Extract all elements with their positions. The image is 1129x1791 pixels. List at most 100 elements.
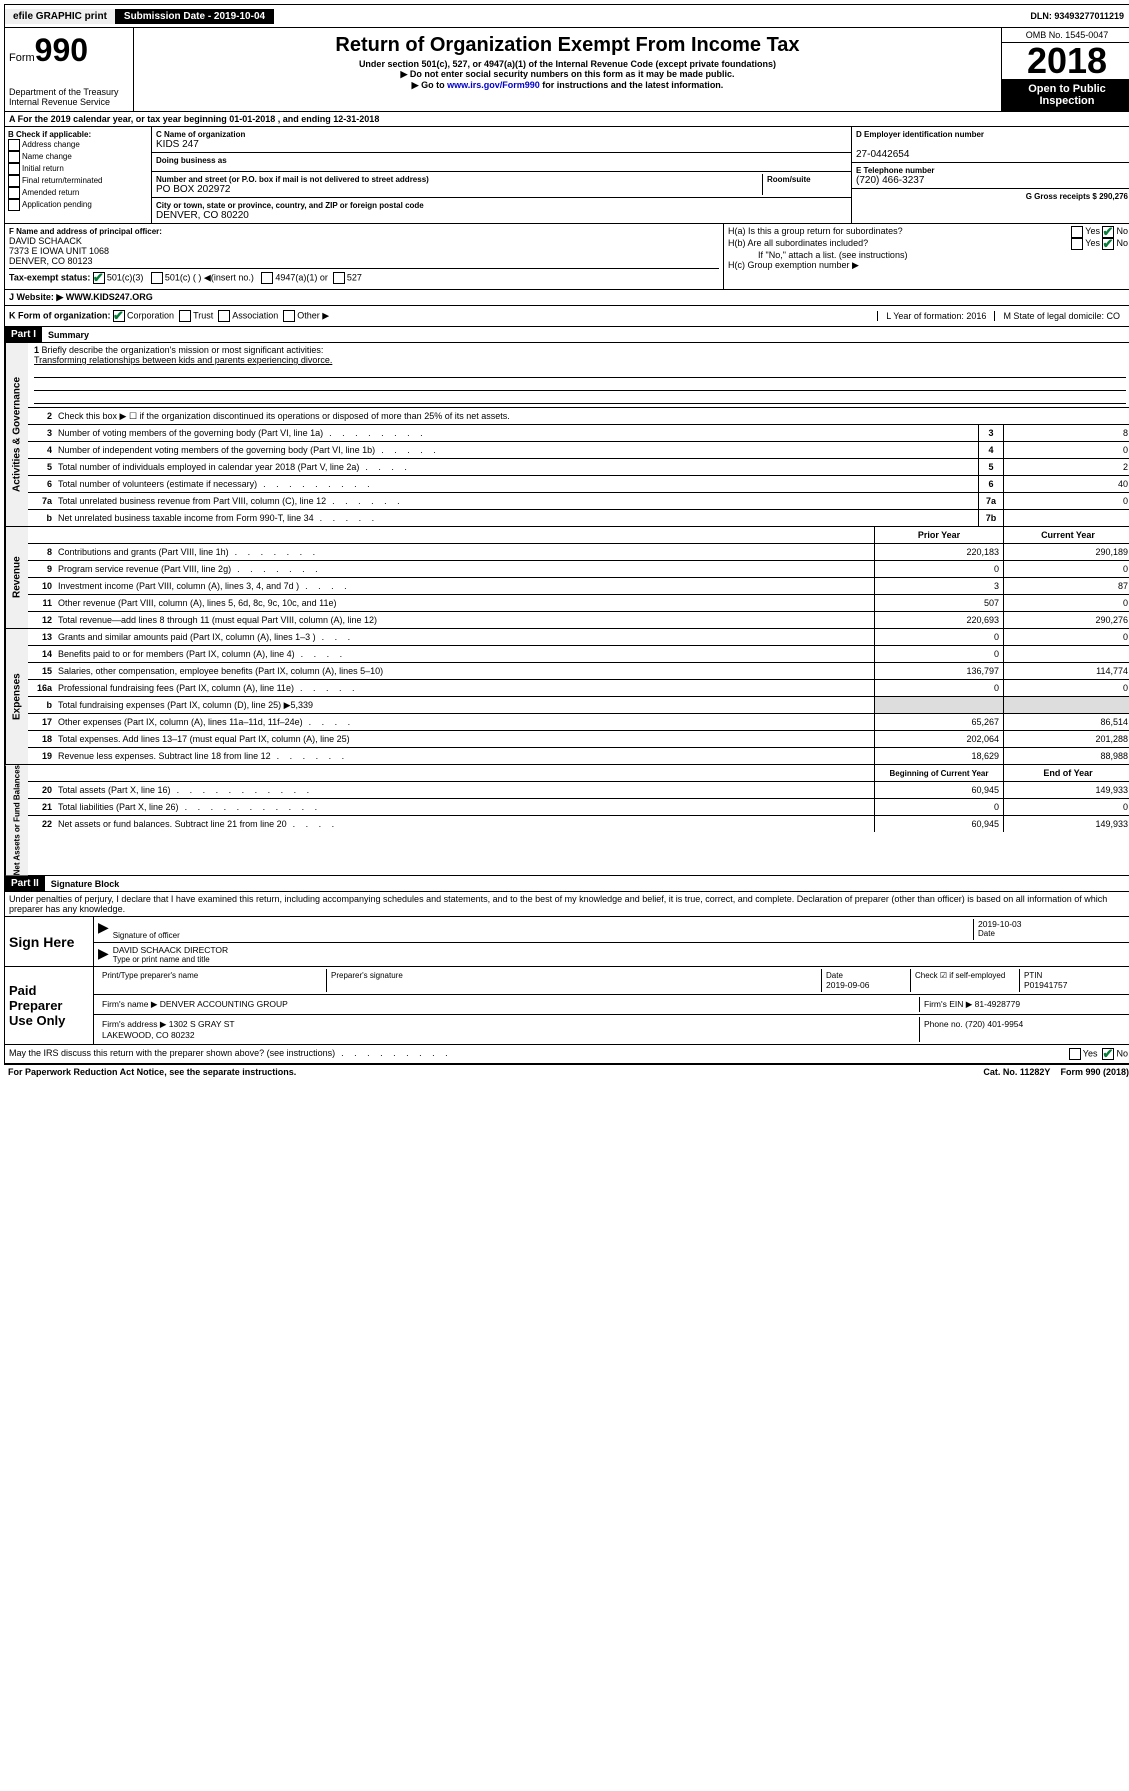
app-pending-check[interactable] [8, 199, 20, 211]
vtab-expenses: Expenses [5, 629, 28, 764]
l21-desc: Total liabilities (Part X, line 26) [58, 802, 179, 812]
subtitle-1: Under section 501(c), 527, or 4947(a)(1)… [138, 59, 997, 69]
hb-no[interactable] [1102, 238, 1114, 250]
4947-lbl: 4947(a)(1) or [275, 272, 328, 282]
l21-num: 21 [28, 802, 56, 812]
l4-box: 4 [978, 442, 1003, 458]
pra-notice: For Paperwork Reduction Act Notice, see … [8, 1067, 296, 1077]
officer-name: DAVID SCHAACK [9, 236, 82, 246]
website-val: WWW.KIDS247.ORG [66, 292, 153, 302]
l8-desc: Contributions and grants (Part VIII, lin… [58, 547, 229, 557]
l7b-desc: Net unrelated business taxable income fr… [58, 513, 314, 523]
corp-check[interactable] [113, 310, 125, 322]
l15-num: 15 [28, 666, 56, 676]
trust-check[interactable] [179, 310, 191, 322]
l3-val: 8 [1003, 425, 1129, 441]
addr-change-check[interactable] [8, 139, 20, 151]
box-de: D Employer identification number27-04426… [851, 127, 1129, 223]
l5-num: 5 [28, 462, 56, 472]
l9-num: 9 [28, 564, 56, 574]
l1-desc: Briefly describe the organization's miss… [42, 345, 324, 355]
initial-return-check[interactable] [8, 163, 20, 175]
501c-check[interactable] [151, 272, 163, 284]
name-change-check[interactable] [8, 151, 20, 163]
firm-phone-val: (720) 401-9954 [965, 1019, 1023, 1029]
l8-c: 290,189 [1003, 544, 1129, 560]
firm-ein-val: 81-4928779 [975, 999, 1020, 1009]
l9-desc: Program service revenue (Part VIII, line… [58, 564, 231, 574]
l6-desc: Total number of volunteers (estimate if … [58, 479, 257, 489]
l13-p: 0 [874, 629, 1003, 645]
ptin-val: P01941757 [1024, 980, 1124, 990]
l18-p: 202,064 [874, 731, 1003, 747]
submission-date: Submission Date - 2019-10-04 [116, 9, 274, 24]
l13-num: 13 [28, 632, 56, 642]
l10-num: 10 [28, 581, 56, 591]
l5-box: 5 [978, 459, 1003, 475]
entity-grid: B Check if applicable: Address change Na… [4, 127, 1129, 224]
501c3-check[interactable] [93, 272, 105, 284]
l8-p: 220,183 [874, 544, 1003, 560]
box-i: Tax-exempt status: 501(c)(3) 501(c) ( ) … [9, 269, 719, 287]
hdr-end: End of Year [1003, 765, 1129, 781]
final-return-check[interactable] [8, 175, 20, 187]
dln: DLN: 93493277011219 [1022, 9, 1129, 23]
l6-box: 6 [978, 476, 1003, 492]
form-footer: Form 990 (2018) [1060, 1067, 1129, 1077]
ha-yes[interactable] [1071, 226, 1083, 238]
other-check[interactable] [283, 310, 295, 322]
l20-p: 60,945 [874, 782, 1003, 798]
assoc-check[interactable] [218, 310, 230, 322]
l4-val: 0 [1003, 442, 1129, 458]
l16a-num: 16a [28, 683, 56, 693]
self-emp: Check ☑ if self-employed [911, 969, 1020, 992]
l19-num: 19 [28, 751, 56, 761]
l9-c: 0 [1003, 561, 1129, 577]
l22-num: 22 [28, 819, 56, 829]
addr-lbl: Number and street (or P.O. box if mail i… [156, 175, 429, 184]
summary-revenue: Revenue Prior YearCurrent Year 8Contribu… [4, 527, 1129, 629]
hdr-curr: Current Year [1003, 527, 1129, 543]
box-b-label: B Check if applicable: [8, 130, 148, 139]
initial-return-lbl: Initial return [22, 164, 64, 173]
l2-desc: Check this box ▶ ☐ if the organization d… [56, 409, 1129, 424]
l14-desc: Benefits paid to or for members (Part IX… [58, 649, 295, 659]
l15-p: 136,797 [874, 663, 1003, 679]
l9-p: 0 [874, 561, 1003, 577]
form-number: 990 [35, 32, 88, 68]
l7a-box: 7a [978, 493, 1003, 509]
part1-header: Part I Summary [4, 327, 1129, 343]
corp-lbl: Corporation [127, 310, 174, 320]
vtab-netassets: Net Assets or Fund Balances [5, 765, 28, 875]
assoc-lbl: Association [232, 310, 278, 320]
prep-name-lbl: Print/Type preparer's name [102, 971, 322, 980]
arrow-icon-2: ▶ [98, 945, 109, 964]
discuss-row: May the IRS discuss this return with the… [4, 1045, 1129, 1064]
form-org-lbl: K Form of organization: [9, 310, 111, 320]
amended-check[interactable] [8, 187, 20, 199]
501c-lbl: 501(c) ( ) ◀(insert no.) [165, 272, 254, 282]
summary-gov: Activities & Governance 1 Briefly descri… [4, 343, 1129, 527]
open-public: Open to Public Inspection [1002, 79, 1129, 111]
discuss-yes[interactable] [1069, 1048, 1081, 1060]
ptin-lbl: PTIN [1024, 971, 1124, 980]
l19-c: 88,988 [1003, 748, 1129, 764]
efile-button[interactable]: efile GRAPHIC print [5, 9, 116, 24]
goto-suffix: for instructions and the latest informat… [540, 80, 724, 90]
l13-c: 0 [1003, 629, 1129, 645]
gross-receipts: G Gross receipts $ 290,276 [1026, 192, 1128, 201]
4947-check[interactable] [261, 272, 273, 284]
hc-lbl: H(c) Group exemption number ▶ [728, 260, 1128, 271]
527-check[interactable] [333, 272, 345, 284]
arrow-icon: ▶ [98, 919, 109, 940]
instructions-link[interactable]: www.irs.gov/Form990 [447, 80, 540, 90]
l19-p: 18,629 [874, 748, 1003, 764]
paid-preparer-label: Paid Preparer Use Only [5, 967, 94, 1044]
hb-yes[interactable] [1071, 238, 1083, 250]
l21-c: 0 [1003, 799, 1129, 815]
officer-name-title: DAVID SCHAACK DIRECTOR [113, 945, 1128, 955]
discuss-no[interactable] [1102, 1048, 1114, 1060]
footer: For Paperwork Reduction Act Notice, see … [4, 1064, 1129, 1079]
prep-date-val: 2019-09-06 [826, 980, 906, 990]
l10-p: 3 [874, 578, 1003, 594]
